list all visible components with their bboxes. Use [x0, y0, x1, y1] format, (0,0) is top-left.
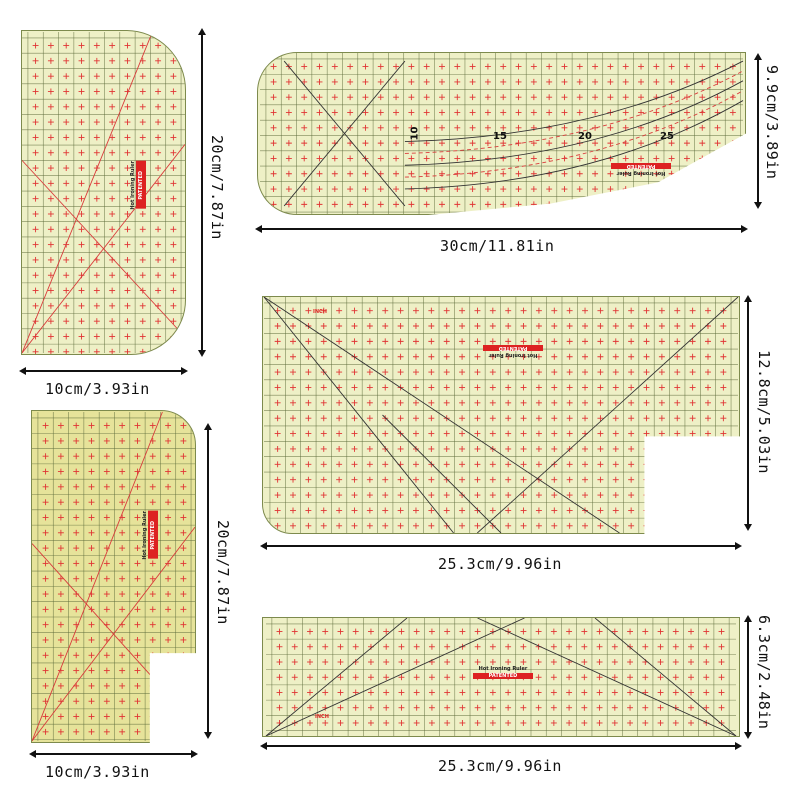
ruler-4-width-label: 10cm/3.93in [45, 763, 150, 781]
ruler-5-height-arrow [744, 615, 751, 739]
ruler-2-width-label: 30cm/11.81in [440, 237, 555, 255]
ruler-5-width-label: 25.3cm/9.96in [438, 757, 562, 775]
ruler-3-grid [263, 297, 739, 533]
ruler-5-strip: Hot Ironing Ruler PATENTED INCH [262, 617, 740, 737]
ruler-3-width-label: 25.3cm/9.96in [438, 555, 562, 573]
ruler-1-height-label: 20cm/7.87in [208, 135, 226, 240]
ruler-1-grid [22, 31, 185, 354]
ruler-1-brand-label: Hot Ironing Ruler PATENTED [130, 161, 146, 210]
ruler-5-grid [265, 618, 737, 736]
ruler-4-brand-label: Hot Ironing Ruler PATENTED [142, 511, 158, 560]
ruler-5-height-label: 6.3cm/2.48in [755, 615, 773, 730]
ruler-2-width-arrow [255, 225, 748, 232]
ruler-1-vertical-rounded: Hot Ironing Ruler PATENTED [21, 30, 186, 355]
ruler-5-width-arrow [260, 742, 742, 749]
ruler-1-height-arrow [198, 28, 205, 357]
ruler-2-number-25: 25 [660, 131, 674, 142]
ruler-2-number-20: 20 [578, 131, 592, 142]
ruler-1-width-label: 10cm/3.93in [45, 380, 150, 398]
ruler-4-notched-yellow: Hot Ironing Ruler PATENTED [31, 410, 196, 743]
ruler-2-height-arrow [754, 53, 761, 209]
ruler-3-height-label: 12.8cm/5.03in [755, 350, 773, 474]
ruler-3-notched: Hot Ironing Ruler PATENTED INCH [262, 296, 740, 534]
ruler-2-height-label: 9.9cm/3.89in [763, 65, 781, 180]
ruler-2-number-10: 10 [409, 126, 421, 141]
ruler-3-brand-label: Hot Ironing Ruler PATENTED [483, 345, 543, 358]
ruler-1-width-arrow [19, 367, 188, 374]
ruler-5-inch-label: INCH [315, 714, 329, 720]
ruler-4-height-arrow [204, 423, 211, 739]
ruler-4-width-arrow [29, 750, 198, 757]
ruler-3-inch-label: INCH [313, 309, 327, 315]
ruler-2-curved: Hot Ironing Ruler PATENTED 10 15 20 25 [257, 52, 746, 215]
ruler-5-brand-label: Hot Ironing Ruler PATENTED [473, 666, 533, 679]
ruler-3-height-arrow [744, 295, 751, 531]
ruler-4-height-label: 20cm/7.87in [214, 520, 232, 625]
ruler-3-width-arrow [260, 542, 742, 549]
ruler-2-number-15: 15 [493, 131, 507, 142]
ruler-2-brand-label: Hot Ironing Ruler PATENTED [611, 163, 671, 176]
ruler-4-grid [32, 411, 195, 742]
